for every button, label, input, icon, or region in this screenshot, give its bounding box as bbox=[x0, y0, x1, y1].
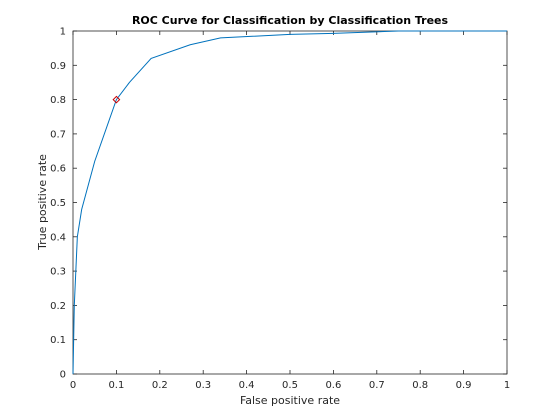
y-tick-label: 0.4 bbox=[50, 232, 66, 243]
y-tick-label: 0.5 bbox=[50, 198, 66, 209]
y-tick-label: 0.6 bbox=[50, 164, 66, 175]
y-tick-label: 0.9 bbox=[50, 61, 66, 72]
y-axis-label: True positive rate bbox=[36, 154, 49, 251]
plot-area bbox=[72, 30, 508, 375]
x-tick-label: 0.4 bbox=[239, 380, 255, 391]
x-tick-label: 0.9 bbox=[456, 380, 472, 391]
y-tick-label: 0.3 bbox=[50, 267, 66, 278]
x-tick-label: 0.3 bbox=[195, 380, 211, 391]
x-tick-label: 0.7 bbox=[369, 380, 385, 391]
x-tick-label: 0.6 bbox=[325, 380, 341, 391]
x-tick-label: 0 bbox=[70, 380, 76, 391]
x-tick-label: 0.2 bbox=[152, 380, 168, 391]
y-tick-label: 0.1 bbox=[50, 335, 66, 346]
x-tick-label: 0.1 bbox=[108, 380, 124, 391]
axis-ticks: 0 0.1 0.2 0.3 0.4 0.5 0.6 0.7 0.8 0.9 1 0 0.1 0.2 0.3 0… bbox=[50, 27, 510, 392]
roc-curve-line bbox=[72, 30, 507, 375]
operating-point-marker bbox=[112, 95, 121, 104]
x-axis-label: False positive rate bbox=[240, 394, 340, 407]
y-tick-label: 0.8 bbox=[50, 95, 66, 106]
x-tick-label: 0.5 bbox=[282, 380, 298, 391]
x-tick-label: 1 bbox=[504, 380, 510, 391]
y-tick-label: 1 bbox=[60, 27, 66, 38]
y-tick-label: 0.2 bbox=[50, 301, 66, 312]
y-tick-label: 0 bbox=[60, 370, 66, 381]
series-layer bbox=[72, 30, 507, 375]
y-tick-label: 0.7 bbox=[50, 129, 66, 140]
chart-title: ROC Curve for Classification by Classifi… bbox=[132, 14, 449, 27]
x-tick-label: 0.8 bbox=[412, 380, 428, 391]
